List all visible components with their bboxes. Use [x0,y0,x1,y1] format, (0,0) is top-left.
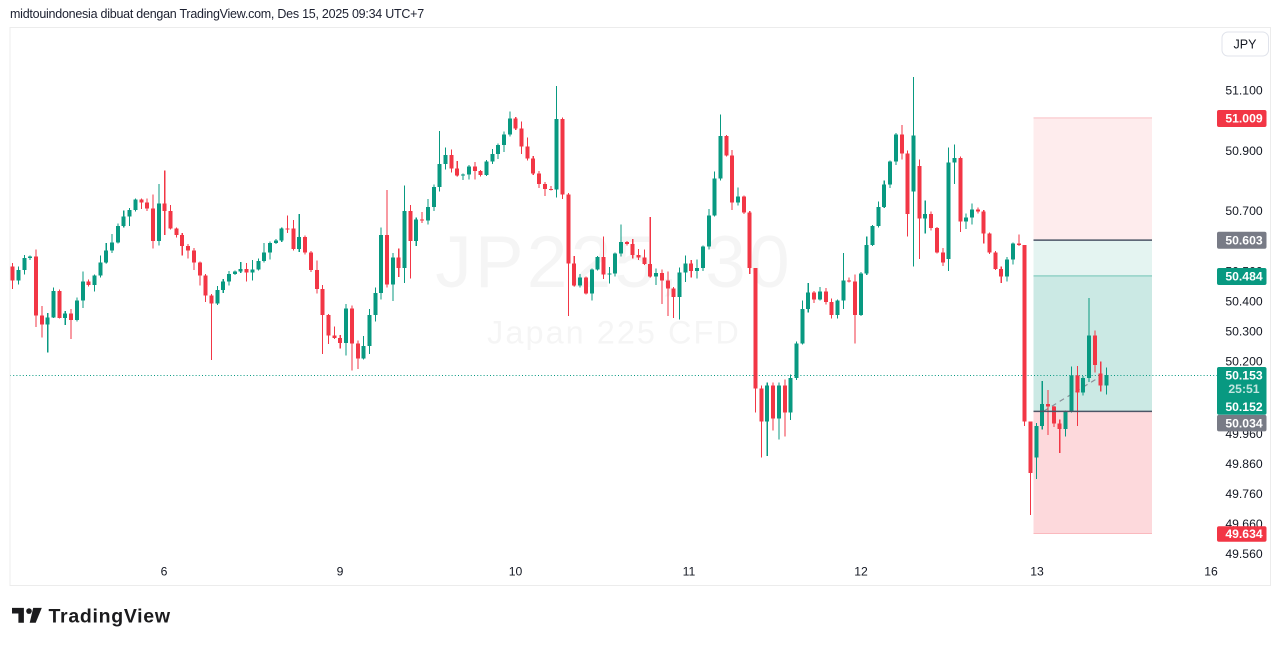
svg-text:51.100: 51.100 [1225,84,1262,98]
svg-text:49.760: 49.760 [1225,487,1262,501]
svg-text:13: 13 [1030,565,1044,579]
svg-text:JP225, 30: JP225, 30 [435,222,793,303]
svg-text:51.009: 51.009 [1225,112,1262,126]
svg-text:50.700: 50.700 [1225,204,1262,218]
svg-text:16: 16 [1204,565,1218,579]
svg-text:12: 12 [854,565,868,579]
svg-text:49.860: 49.860 [1225,457,1262,471]
svg-text:50.900: 50.900 [1225,144,1262,158]
svg-text:49.560: 49.560 [1225,547,1262,561]
svg-text:50.400: 50.400 [1225,294,1262,308]
svg-text:50.603: 50.603 [1225,234,1262,248]
svg-text:49.634: 49.634 [1225,527,1262,541]
svg-text:9: 9 [337,565,344,579]
svg-text:TradingView: TradingView [49,605,171,627]
svg-text:midtouindonesia dibuat dengan: midtouindonesia dibuat dengan TradingVie… [10,7,424,21]
svg-text:50.152: 50.152 [1225,400,1262,414]
svg-text:25:51: 25:51 [1228,382,1259,396]
svg-text:6: 6 [161,565,168,579]
svg-text:50.153: 50.153 [1225,369,1262,383]
svg-text:50.034: 50.034 [1225,416,1262,430]
svg-text:11: 11 [683,565,696,579]
svg-text:50.484: 50.484 [1225,270,1262,284]
svg-text:JPY: JPY [1234,38,1258,52]
svg-text:10: 10 [509,565,523,579]
svg-text:Japan 225 CFD: Japan 225 CFD [487,315,741,351]
svg-text:50.200: 50.200 [1225,355,1262,369]
svg-text:50.300: 50.300 [1225,325,1262,339]
